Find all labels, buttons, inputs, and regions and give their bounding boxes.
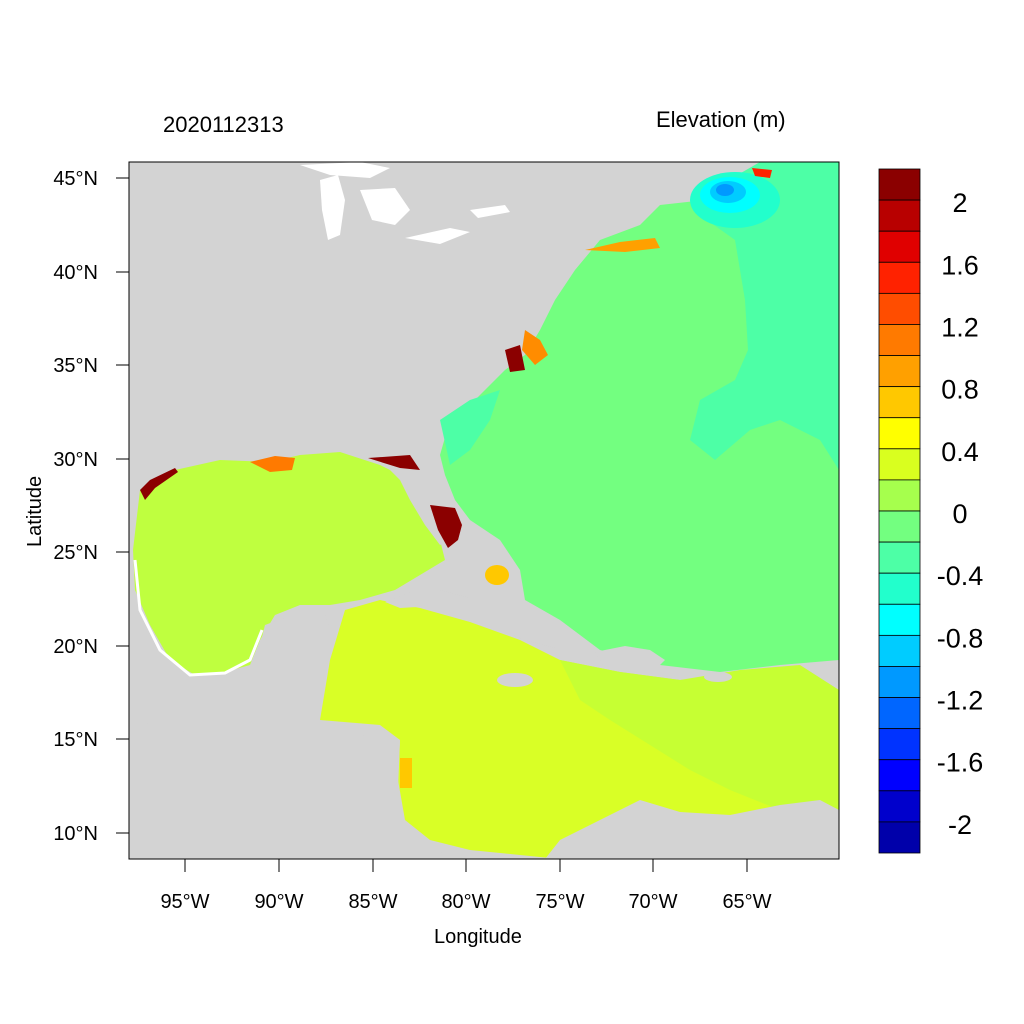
chesapeake-surge [522,330,548,365]
colorbar-swatch [878,821,921,854]
puerto-rico [704,672,732,682]
x-axis-label: Longitude [434,926,522,948]
colorbar-swatch [878,759,921,792]
lake-michigan [320,175,345,240]
caribbean-east-region [560,660,839,820]
colorbar-swatch [878,790,921,823]
colorbar-label: 0.4 [941,437,979,467]
x-tick-label: 65°W [722,891,771,913]
y-tick-label: 25°N [53,542,98,564]
atlantic-ocean [440,162,839,672]
hispaniola [595,646,665,675]
florida [360,450,455,545]
colorbar-swatch [878,479,921,512]
honduras-surge [400,758,412,788]
colorbar-label: -1.2 [937,686,984,716]
long-island-surge [585,238,660,252]
y-tick-label: 45°N [53,168,98,190]
colorbar-swatch [878,666,921,698]
colorbar-label: 1.6 [941,250,979,280]
colorbar-swatch [878,572,921,605]
colorbar-label: -0.4 [937,561,984,591]
map-timestamp: 2020112313 [163,112,284,137]
gulf-coast-surge [140,468,178,500]
florida-coast-surge [368,455,420,470]
y-tick-label: 35°N [53,355,98,377]
y-tick-label: 15°N [53,729,98,751]
gulf-of-mexico [133,452,445,675]
caribbean-sea [320,600,839,859]
colorbar: 2 1.6 1.2 0.8 0.4 0 -0.4 -0.8 -1.2 -1.6 -2 [878,168,984,854]
y-axis-label: Latitude [24,475,46,547]
colorbar-swatch [878,603,921,636]
y-axis-ticks: 45°N 40°N 35°N 30°N 25°N 20°N 15°N 10°N [53,168,129,845]
lake-huron [360,188,410,225]
atlantic-negative-region [690,162,839,470]
mexico-gulf-coast [133,559,264,677]
colorbar-label: -0.8 [937,623,984,653]
jamaica [497,673,533,687]
central-america [129,720,470,859]
louisiana-surge [250,456,295,472]
plot-frame [128,161,840,860]
y-tick-label: 30°N [53,449,98,471]
y-tick-label: 10°N [53,823,98,845]
x-tick-label: 95°W [160,891,209,913]
lake-ontario [470,205,510,218]
y-tick-label: 20°N [53,636,98,658]
colorbar-swatch [878,634,921,667]
colorbar-label: 1.2 [941,312,979,342]
x-tick-label: 75°W [535,891,584,913]
x-axis-ticks: 95°W 90°W 85°W 80°W 75°W 70°W 65°W [160,859,772,913]
colorbar-label: 0.8 [941,375,979,405]
se-coast-negative [440,390,500,465]
colorbar-label: 2 [952,188,967,218]
colorbar-swatch [878,448,921,481]
colorbar-swatch [878,230,921,263]
colorbar-swatch [878,168,921,201]
yucatan-peninsula [255,612,335,722]
carolina-surge [505,345,525,372]
colorbar-label: 0 [952,499,967,529]
colorbar-swatch [878,697,921,730]
maine-surge [752,168,772,178]
bahamas-surge [485,565,509,585]
colorbar-swatch [878,292,921,325]
x-tick-label: 80°W [441,891,490,913]
y-tick-label: 40°N [53,262,98,284]
x-tick-label: 85°W [348,891,397,913]
colorbar-swatch [878,355,921,388]
x-tick-label: 90°W [254,891,303,913]
map-plot-area [129,162,839,859]
cuba [385,590,575,648]
colorbar-swatch [878,199,921,232]
map-variable-title: Elevation (m) [656,107,786,132]
colorbar-swatch [878,417,921,450]
colorbar-swatch [878,541,921,574]
florida-surge [430,505,462,548]
colorbar-label: -1.6 [937,748,984,778]
colorbar-swatch [878,728,921,761]
south-america [545,800,839,859]
lake-erie [405,228,470,244]
colorbar-swatch [878,261,921,294]
colorbar-swatch [878,510,921,543]
colorbar-swatch [878,386,921,419]
x-tick-label: 70°W [628,891,677,913]
colorbar-label: -2 [948,810,972,840]
lake-superior [300,162,390,178]
colorbar-swatch [878,324,921,356]
low-elevation-center [716,184,734,196]
